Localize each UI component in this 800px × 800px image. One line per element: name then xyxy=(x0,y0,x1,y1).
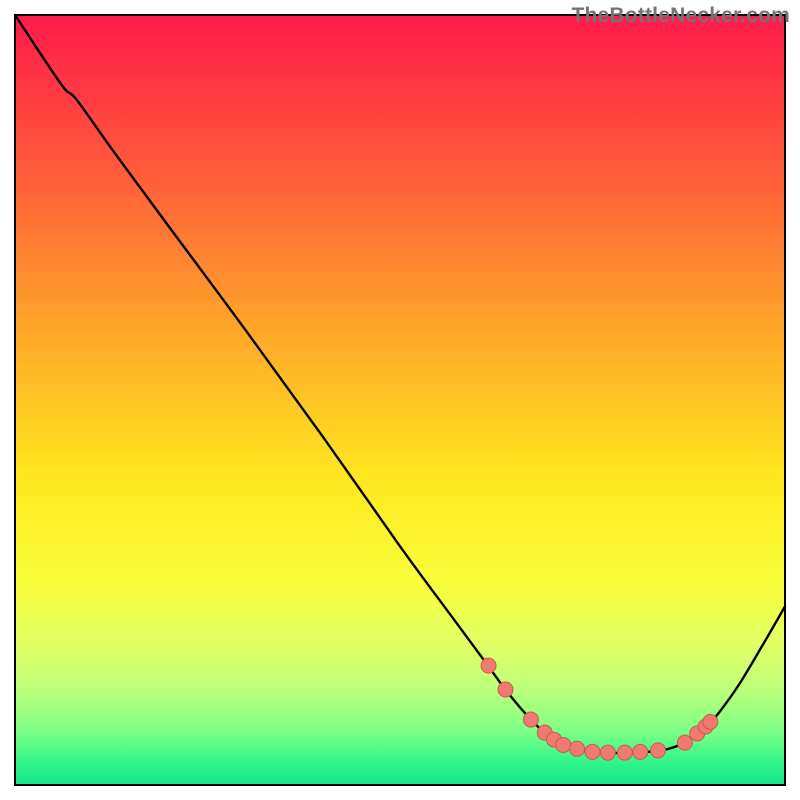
data-marker xyxy=(617,745,632,760)
bottleneck-chart xyxy=(0,0,800,800)
data-marker xyxy=(600,745,615,760)
data-marker xyxy=(498,682,513,697)
data-marker xyxy=(481,658,496,673)
watermark-text: TheBottleNecker.com xyxy=(571,4,790,28)
data-marker xyxy=(650,743,665,758)
data-marker xyxy=(585,744,600,759)
data-marker xyxy=(570,741,585,756)
gradient-background xyxy=(15,15,785,785)
data-marker xyxy=(703,714,718,729)
data-marker xyxy=(523,712,538,727)
data-marker xyxy=(633,744,648,759)
data-marker xyxy=(677,735,692,750)
data-marker xyxy=(556,737,571,752)
